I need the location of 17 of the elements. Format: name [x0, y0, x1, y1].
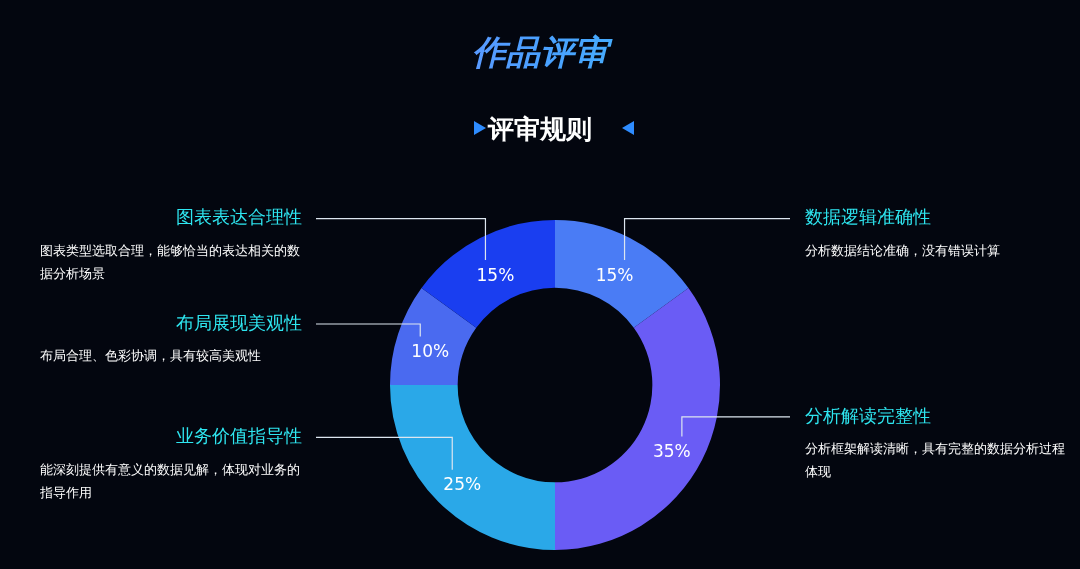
slice-label: 业务价值指导性 — [176, 425, 302, 447]
data-label: 15% — [476, 264, 515, 285]
data-label: 25% — [443, 474, 482, 495]
slice-label: 分析解读完整性 — [805, 404, 931, 426]
text: 分析数据结论准确，没有错误计算 — [805, 242, 1000, 258]
slice-label: 数据逻辑准确性 — [805, 206, 931, 228]
chart-title: 作品评审 — [0, 30, 1080, 76]
data-label: 10% — [411, 340, 450, 361]
text: 能深刻提供有意义的数据见解，体现对业务的指导作用 — [39, 461, 300, 500]
text: 图表类型选取合理，能够恰当的表达相关的数据分析场景 — [40, 242, 300, 281]
text: 布局合理、色彩协调，具有较高美观性 — [40, 348, 261, 364]
slice-label: 布局展现美观性 — [176, 311, 302, 333]
chart-subtitle: 评审规则 — [486, 113, 593, 146]
data-label: 35% — [652, 440, 691, 461]
text: 分析框架解读清晰，具有完整的数据分析过程体现 — [805, 441, 1065, 480]
data-label: 15% — [595, 264, 634, 285]
slice-label: 图表表达合理性 — [176, 206, 302, 228]
